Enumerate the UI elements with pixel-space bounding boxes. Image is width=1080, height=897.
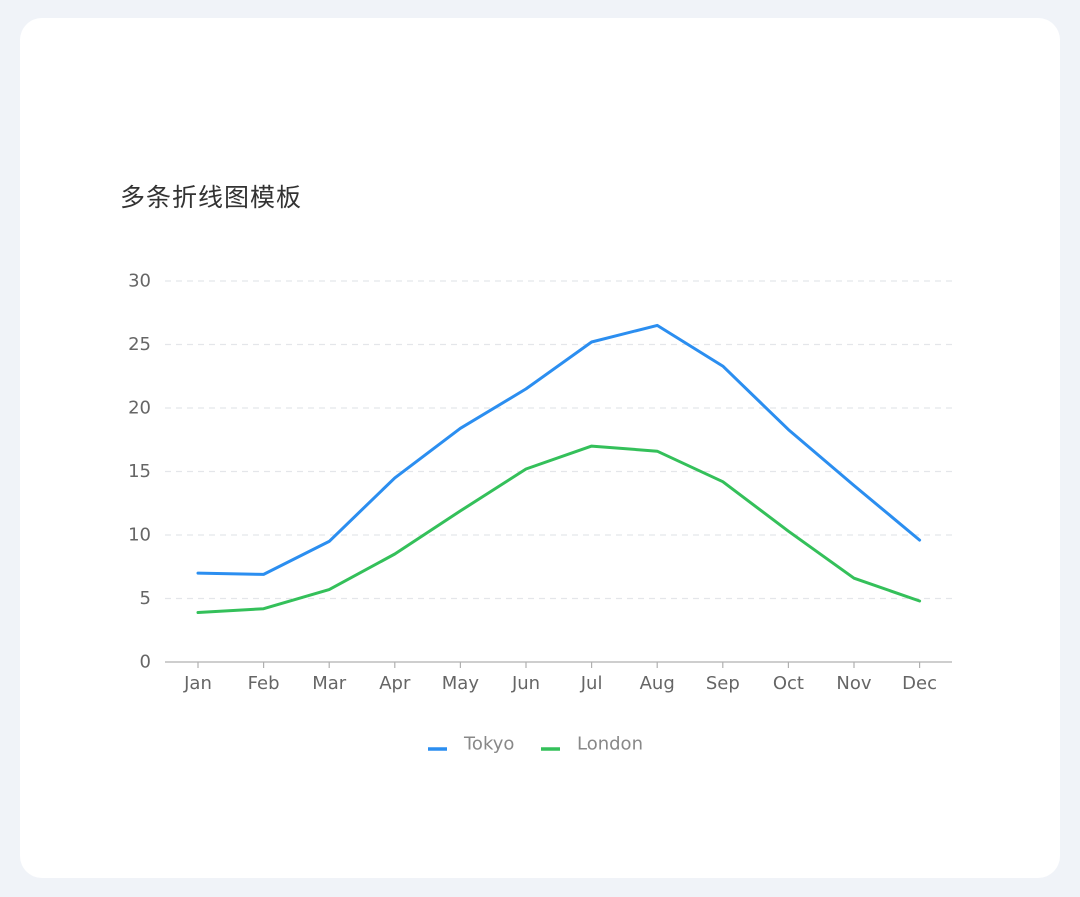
x-tick-label: Sep: [706, 673, 740, 694]
series-line-tokyo: [196, 323, 922, 576]
x-tick-label: Jun: [511, 673, 540, 694]
series-line-london: [196, 444, 922, 614]
legend-item-tokyo[interactable]: Tokyo: [428, 734, 514, 755]
chart-title: 多条折线图模板: [120, 183, 303, 212]
x-tick-label: Feb: [248, 673, 280, 694]
chart-card: [20, 18, 1060, 878]
x-tick-label: Nov: [836, 673, 871, 694]
x-tick-label: Mar: [312, 673, 347, 694]
y-tick-label: 0: [140, 652, 151, 673]
x-axis: Jan Feb Mar Apr May Jun Jul Aug Sep Oct Nov Dec: [165, 661, 952, 694]
x-tick-label: Oct: [773, 673, 804, 694]
y-tick-label: 30: [128, 271, 151, 292]
y-tick-label: 15: [128, 461, 151, 482]
gridlines: [165, 280, 952, 600]
y-tick-label: 25: [128, 334, 151, 355]
y-tick-label: 20: [128, 398, 151, 419]
legend-item-london[interactable]: London: [541, 734, 643, 755]
y-tick-label: 10: [128, 525, 151, 546]
x-tick-label: Jul: [580, 673, 603, 694]
x-tick-label: Jan: [183, 673, 212, 694]
x-tick-label: Apr: [379, 673, 411, 694]
legend-label: London: [577, 734, 643, 755]
legend-label: Tokyo: [463, 734, 514, 755]
x-tick-label: Aug: [640, 673, 675, 694]
x-tick-label: May: [442, 673, 480, 694]
y-axis: 0 5 10 15 20 25 30: [128, 271, 151, 673]
series-lines: [196, 323, 922, 614]
legend[interactable]: Tokyo London: [428, 734, 643, 755]
y-tick-label: 5: [140, 588, 151, 609]
x-tick-label: Dec: [902, 673, 937, 694]
